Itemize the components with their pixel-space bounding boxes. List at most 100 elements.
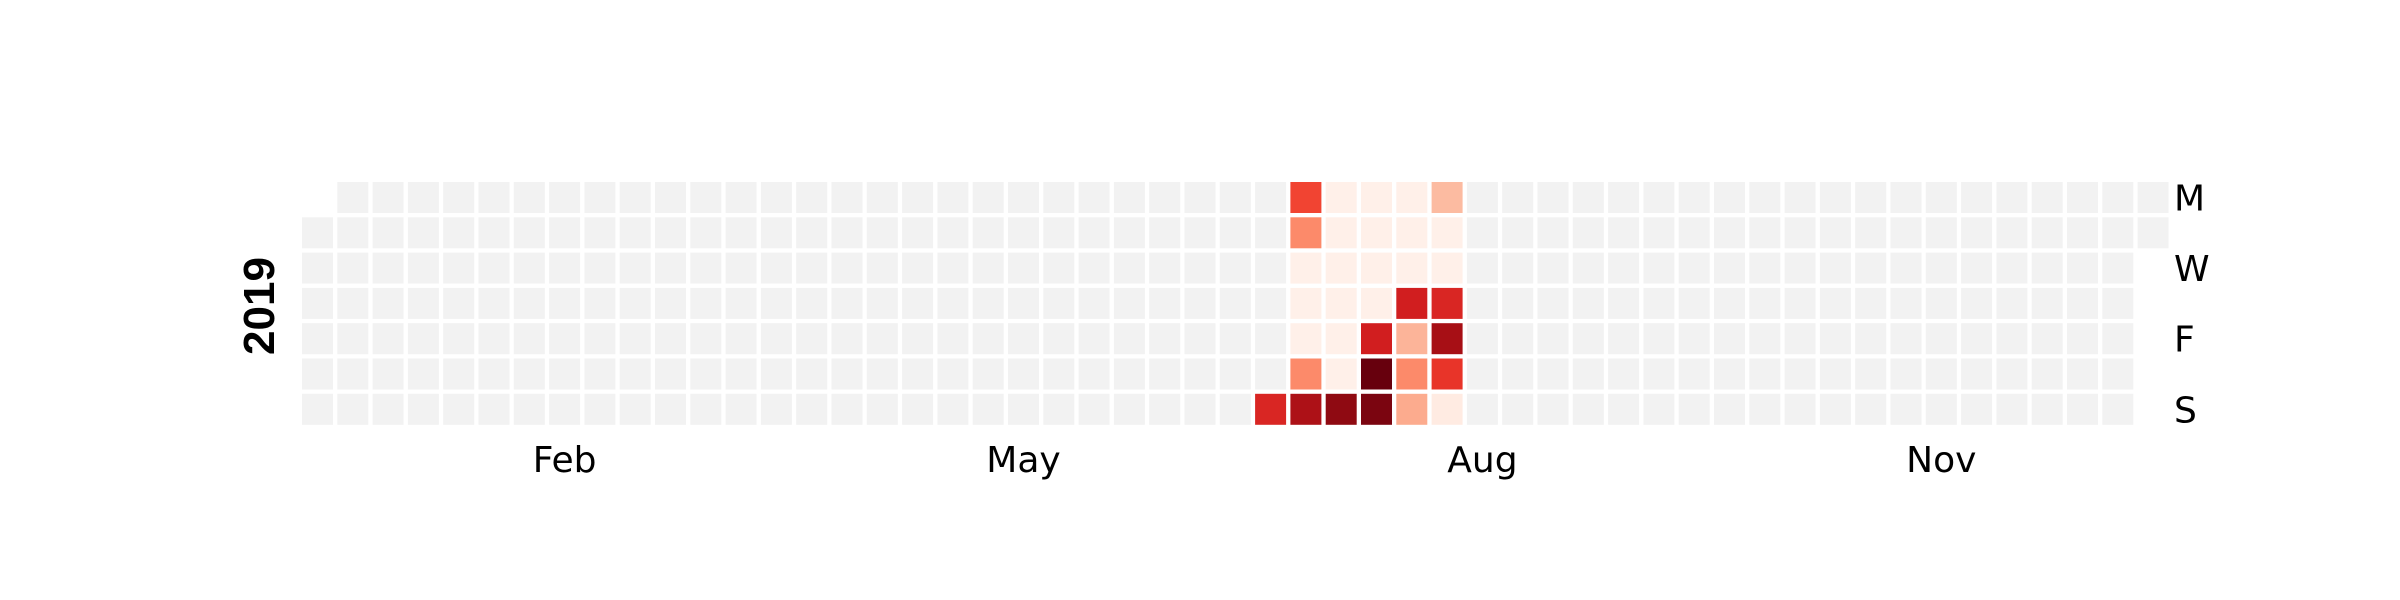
heatmap-cell-day-255 (1572, 323, 1604, 355)
month-labels: Feb May Aug Nov (533, 440, 1977, 481)
heatmap-cell-day-218 (1396, 252, 1428, 284)
heatmap-cell-day-89 (725, 393, 757, 425)
heatmap-cell-day-179 (1184, 358, 1216, 390)
heatmap-cell-day-163 (1113, 287, 1145, 319)
heatmap-cell-day-329 (1961, 217, 1993, 249)
heatmap-cells (302, 182, 2169, 425)
heatmap-cell-day-198 (1290, 287, 1322, 319)
heatmap-cell-day-165 (1113, 358, 1145, 390)
heatmap-cell-day-275 (1678, 287, 1710, 319)
heatmap-cell-day-166 (1113, 393, 1145, 425)
heatmap-cell-day-92 (760, 252, 792, 284)
heatmap-cell-day-357 (2102, 217, 2134, 249)
heatmap-cell-day-145 (1008, 393, 1039, 425)
heatmap-cell-day-345 (2031, 287, 2063, 319)
heatmap-cell-day-73 (655, 323, 686, 355)
heatmap-cell-day-340 (1996, 358, 2028, 390)
heatmap-cell-day-229 (1431, 393, 1463, 425)
heatmap-cell-day-167 (1149, 182, 1181, 213)
heatmap-cell-day-232 (1466, 252, 1498, 284)
heatmap-cell-day-140 (1008, 217, 1039, 249)
heatmap-cell-day-3 (302, 323, 333, 355)
heatmap-cell-day-328 (1961, 182, 1993, 213)
heatmap-cell-day-333 (1961, 358, 1993, 390)
heatmap-cell-day-21 (407, 217, 439, 249)
heatmap-cell-day-183 (1219, 252, 1251, 284)
heatmap-cell-day-91 (760, 217, 792, 249)
heatmap-cell-day-83 (725, 182, 757, 213)
heatmap-cell-day-34 (478, 182, 510, 213)
heatmap-cell-day-11 (337, 358, 369, 390)
heatmap-cell-day-254 (1572, 287, 1604, 319)
heatmap-cell-day-105 (831, 217, 863, 249)
heatmap-cell-day-65 (619, 287, 651, 319)
heatmap-cell-day-259 (1608, 217, 1640, 249)
heatmap-cell-day-2 (302, 287, 333, 319)
heatmap-cell-day-64 (619, 252, 651, 284)
heatmap-cell-day-96 (760, 393, 792, 425)
heatmap-cell-day-180 (1184, 393, 1216, 425)
heatmap-cell-day-112 (866, 217, 898, 249)
heatmap-cell-day-69 (655, 182, 686, 213)
heatmap-cell-day-311 (1855, 323, 1887, 355)
heatmap-cell-day-361 (2102, 358, 2134, 390)
heatmap-cell-day-142 (1008, 287, 1039, 319)
heatmap-cell-day-86 (725, 287, 757, 319)
heatmap-cell-day-24 (407, 323, 439, 355)
heatmap-cell-day-52 (549, 323, 581, 355)
heatmap-cell-day-348 (2031, 393, 2063, 425)
heatmap-cell-day-234 (1466, 323, 1498, 355)
heatmap-cell-day-364 (2137, 217, 2169, 249)
heatmap-cell-day-228 (1431, 358, 1463, 390)
heatmap-cell-day-50 (549, 252, 581, 284)
heatmap-cell-day-362 (2102, 393, 2134, 425)
heatmap-cell-day-302 (1819, 252, 1851, 284)
heatmap-cell-day-212 (1361, 287, 1392, 319)
heatmap-cell-day-132 (972, 182, 1004, 213)
heatmap-cell-day-269 (1643, 323, 1675, 355)
heatmap-cell-day-270 (1643, 358, 1675, 390)
heatmap-cell-day-274 (1678, 252, 1710, 284)
heatmap-cell-day-243 (1502, 393, 1534, 425)
heatmap-cell-day-252 (1572, 217, 1604, 249)
heatmap-cell-day-235 (1466, 358, 1498, 390)
heatmap-cell-day-213 (1361, 323, 1392, 355)
heatmap-cell-day-158 (1078, 358, 1110, 390)
heatmap-cell-day-103 (796, 393, 828, 425)
heatmap-cell-day-107 (831, 287, 863, 319)
heatmap-cell-day-18 (372, 358, 404, 390)
heatmap-cell-day-338 (1996, 287, 2028, 319)
heatmap-cell-day-32 (443, 358, 475, 390)
heatmap-cell-day-126 (937, 217, 969, 249)
heatmap-cell-day-258 (1608, 182, 1640, 213)
heatmap-cell-day-115 (866, 323, 898, 355)
heatmap-cell-day-16 (372, 287, 404, 319)
heatmap-cell-day-297 (1784, 323, 1816, 355)
heatmap-cell-day-170 (1149, 287, 1181, 319)
heatmap-cell-day-276 (1678, 323, 1710, 355)
heatmap-cell-day-30 (443, 287, 475, 319)
heatmap-cell-day-85 (725, 252, 757, 284)
heatmap-cell-day-59 (584, 323, 616, 355)
heatmap-cell-day-98 (796, 217, 828, 249)
heatmap-cell-day-249 (1537, 358, 1569, 390)
heatmap-cell-day-172 (1149, 358, 1181, 390)
heatmap-cell-day-346 (2031, 323, 2063, 355)
heatmap-cell-day-61 (584, 393, 616, 425)
heatmap-cell-day-246 (1537, 252, 1569, 284)
heatmap-cell-day-331 (1961, 287, 1993, 319)
heatmap-cell-day-48 (549, 182, 581, 213)
heatmap-cell-day-308 (1855, 217, 1887, 249)
heatmap-cell-day-251 (1572, 182, 1604, 213)
heatmap-cell-day-4 (302, 358, 333, 390)
heatmap-cell-day-339 (1996, 323, 2028, 355)
heatmap-cell-day-101 (796, 323, 828, 355)
heatmap-cell-day-22 (407, 252, 439, 284)
heatmap-cell-day-90 (760, 182, 792, 213)
heatmap-cell-day-305 (1819, 358, 1851, 390)
heatmap-cell-day-219 (1396, 287, 1428, 319)
heatmap-cell-day-155 (1078, 252, 1110, 284)
heatmap-cell-day-285 (1714, 393, 1745, 425)
heatmap-cell-day-139 (1008, 182, 1039, 213)
